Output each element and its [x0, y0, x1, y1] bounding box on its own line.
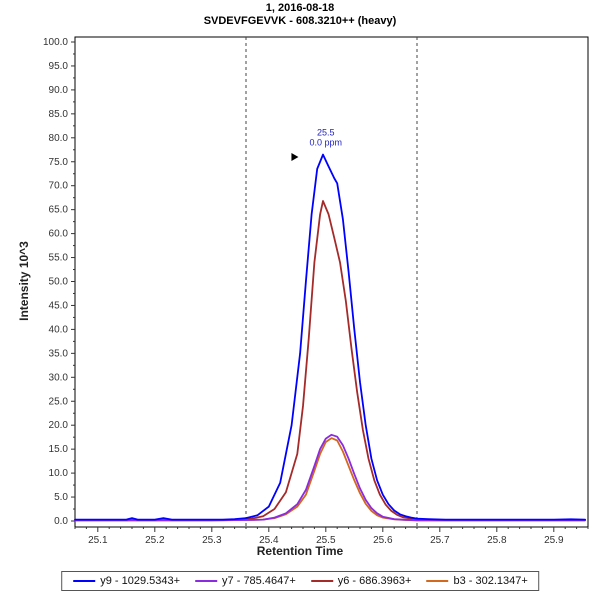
legend-item-y9: y9 - 1029.5343+ — [72, 575, 180, 587]
x-tick-label: 25.5 — [316, 535, 336, 546]
legend: y9 - 1029.5343+ y7 - 785.4647+ y6 - 686.39… — [61, 571, 539, 591]
y-axis-label: Intensity 10^3 — [17, 241, 31, 321]
x-axis-label: Retention Time — [256, 544, 344, 558]
y-tick-label: 50.0 — [49, 277, 69, 288]
y-tick-label: 10.0 — [49, 468, 69, 479]
y-tick-label: 40.0 — [49, 324, 69, 335]
x-tick-label: 25.9 — [544, 535, 564, 546]
x-tick-label: 25.2 — [145, 535, 165, 546]
y-tick-label: 30.0 — [49, 372, 69, 383]
y-tick-label: 55.0 — [49, 253, 69, 264]
legend-item-y7: y7 - 785.4647+ — [194, 575, 296, 587]
y-tick-label: 0.0 — [54, 516, 68, 527]
legend-item-y6: y6 - 686.3963+ — [310, 575, 412, 587]
chart-title: SVDEVFGEVVK - 608.3210++ (heavy) — [203, 15, 397, 27]
legend-line-sample-y6 — [310, 580, 333, 582]
peak-arrow-icon — [291, 152, 299, 161]
y-tick-label: 60.0 — [49, 229, 69, 240]
chart-subtitle: 1, 2016-08-18 — [265, 2, 335, 14]
x-tick-label: 25.7 — [430, 535, 450, 546]
plot-border — [74, 36, 589, 528]
y-tick-label: 15.0 — [49, 444, 69, 455]
x-tick-label: 25.4 — [259, 535, 279, 546]
y-tick-label: 5.0 — [54, 492, 68, 503]
legend-label-y7: y7 - 785.4647+ — [222, 575, 296, 587]
y-tick-label: 65.0 — [49, 205, 69, 216]
legend-label-b3: b3 - 302.1347+ — [453, 575, 528, 587]
trace-y9 — [74, 153, 586, 521]
y-tick-label: 25.0 — [49, 396, 69, 407]
y-tick-label: 75.0 — [49, 157, 69, 168]
y-tick-label: 80.0 — [49, 133, 69, 144]
trace-y6 — [74, 200, 586, 521]
y-tick-label: 100.0 — [43, 37, 68, 48]
x-tick-label: 25.1 — [88, 535, 108, 546]
legend-label-y6: y6 - 686.3963+ — [337, 575, 412, 587]
x-tick-label: 25.8 — [487, 535, 507, 546]
legend-line-sample-y7 — [195, 580, 218, 582]
y-tick-label: 45.0 — [49, 300, 69, 311]
y-tick-label: 90.0 — [49, 85, 69, 96]
legend-line-sample-y9 — [73, 580, 96, 582]
y-tick-label: 70.0 — [49, 181, 69, 192]
trace-y7 — [74, 433, 586, 522]
x-tick-label: 25.6 — [373, 535, 393, 546]
peak-annotation-line2: 0.0 ppm — [310, 137, 343, 147]
x-tick-label: 25.3 — [202, 535, 222, 546]
legend-line-sample-b3 — [426, 580, 449, 582]
legend-item-b3: b3 - 302.1347+ — [425, 575, 528, 587]
y-tick-label: 20.0 — [49, 420, 69, 431]
y-tick-label: 95.0 — [49, 61, 69, 72]
legend-label-y9: y9 - 1029.5343+ — [100, 575, 181, 587]
y-tick-label: 85.0 — [49, 109, 69, 120]
y-tick-label: 35.0 — [49, 348, 69, 359]
peak-annotation-line1: 25.5 — [317, 127, 335, 137]
